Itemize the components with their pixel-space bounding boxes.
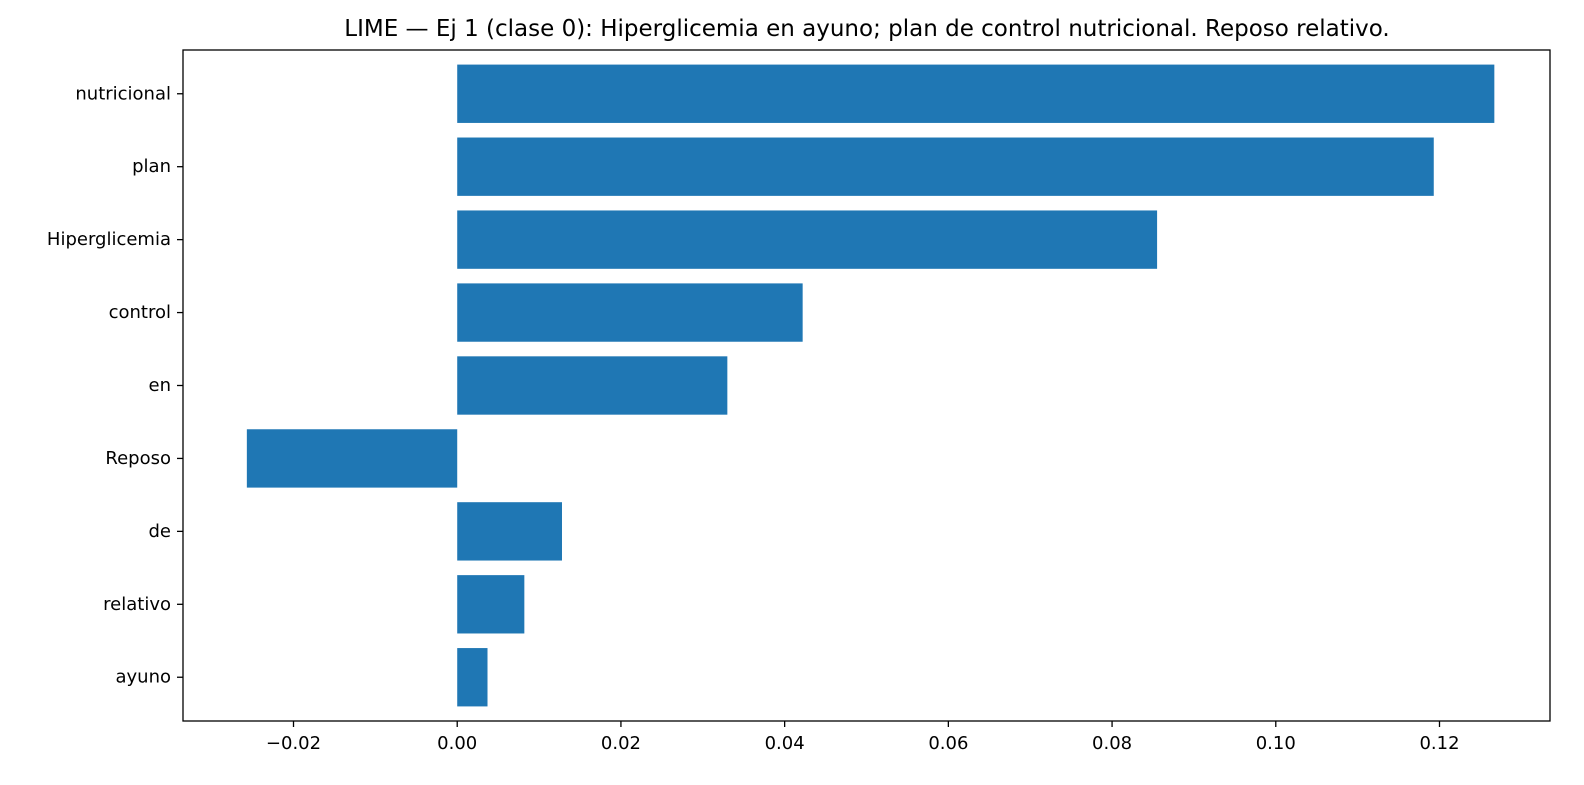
y-axis: nutricional plan Hiperglicemia control en Rep… [47, 83, 183, 688]
bars-group [246, 64, 1495, 707]
bar-en [457, 356, 728, 415]
chart-title: LIME — Ej 1 (clase 0): Hiperglicemia en … [344, 16, 1389, 42]
bar-plan [457, 137, 1434, 196]
bar-de [457, 502, 562, 561]
x-tick-label: 0.00 [437, 733, 477, 754]
x-tick-label: 0.02 [601, 733, 641, 754]
bar-relativo [457, 575, 525, 634]
y-tick-label-ayuno: ayuno [115, 667, 171, 688]
y-tick-label-control: control [109, 302, 171, 323]
bar-nutricional [457, 64, 1495, 123]
x-tick-label: 0.12 [1419, 733, 1459, 754]
x-axis: −0.02 0.00 0.02 0.04 0.06 0.08 0.10 0.12 [266, 721, 1460, 754]
bar-reposo [246, 429, 458, 488]
y-tick-label-relativo: relativo [103, 594, 171, 615]
y-tick-label-nutricional: nutricional [75, 83, 171, 104]
bar-ayuno [457, 648, 488, 707]
x-tick-label: −0.02 [266, 733, 321, 754]
x-tick-label: 0.04 [765, 733, 805, 754]
x-tick-label: 0.06 [928, 733, 968, 754]
bar-hiperglicemia [457, 210, 1158, 269]
plot-frame [182, 49, 1551, 722]
y-tick-label-plan: plan [132, 156, 171, 177]
y-tick-label-hiperglicemia: Hiperglicemia [47, 229, 171, 250]
bar-control [457, 283, 803, 342]
x-tick-label: 0.08 [1092, 733, 1132, 754]
x-tick-label: 0.10 [1256, 733, 1296, 754]
y-tick-label-en: en [149, 375, 171, 396]
y-tick-label-de: de [149, 521, 172, 542]
y-tick-label-reposo: Reposo [105, 448, 171, 469]
